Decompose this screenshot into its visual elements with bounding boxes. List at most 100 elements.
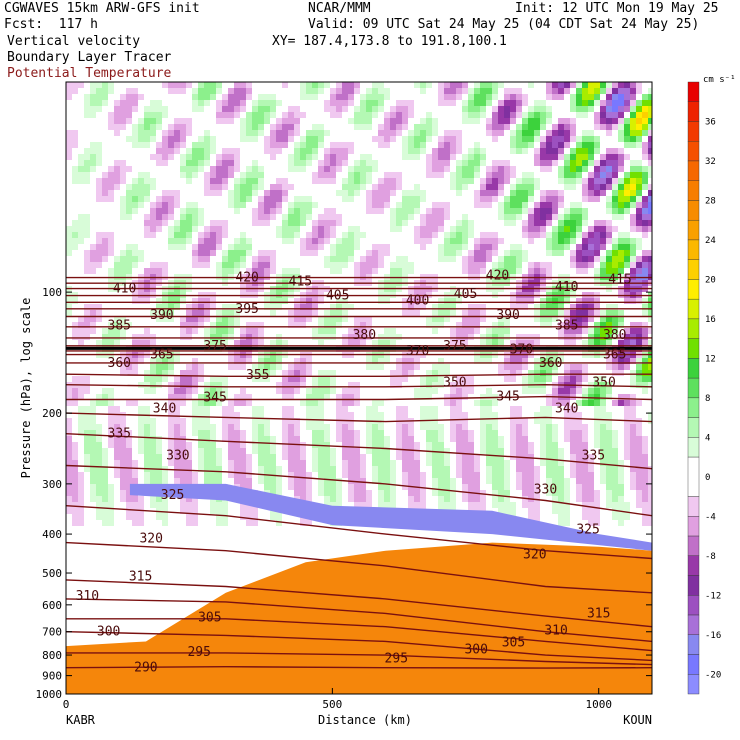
vertical-velocity-cell (108, 334, 114, 340)
vertical-velocity-cell (468, 484, 474, 490)
vertical-velocity-cell (294, 436, 300, 442)
vertical-velocity-cell (498, 160, 504, 166)
vertical-velocity-cell (468, 88, 474, 94)
vertical-velocity-cell (72, 244, 78, 250)
vertical-velocity-cell (288, 364, 294, 370)
vertical-velocity-cell (348, 178, 354, 184)
vertical-velocity-cell (162, 268, 168, 274)
vertical-velocity-cell (150, 430, 156, 436)
vertical-velocity-cell (372, 256, 378, 262)
vertical-velocity-cell (474, 100, 480, 106)
vertical-velocity-cell (444, 460, 450, 466)
vertical-velocity-cell (264, 136, 270, 142)
vertical-velocity-cell (534, 484, 540, 490)
vertical-velocity-cell (642, 256, 648, 262)
isentrope-label-370: 370 (406, 344, 429, 359)
vertical-velocity-cell (534, 160, 540, 166)
vertical-velocity-cell (606, 238, 612, 244)
vertical-velocity-cell (606, 226, 612, 232)
vertical-velocity-cell (618, 394, 624, 400)
vertical-velocity-cell (594, 112, 600, 118)
vertical-velocity-cell (558, 94, 564, 100)
isentrope-label-405: 405 (326, 289, 349, 304)
vertical-velocity-cell (636, 202, 642, 208)
vertical-velocity-cell (378, 244, 384, 250)
vertical-velocity-cell (384, 328, 390, 334)
vertical-velocity-cell (600, 388, 606, 394)
vertical-velocity-cell (348, 244, 354, 250)
vertical-velocity-cell (330, 322, 336, 328)
vertical-velocity-cell (462, 118, 468, 124)
vertical-velocity-cell (534, 208, 540, 214)
vertical-velocity-cell (612, 436, 618, 442)
vertical-velocity-cell (288, 238, 294, 244)
vertical-velocity-cell (186, 454, 192, 460)
vertical-velocity-cell (462, 436, 468, 442)
vertical-velocity-cell (192, 358, 198, 364)
vertical-velocity-cell (234, 262, 240, 268)
vertical-velocity-cell (66, 238, 72, 244)
vertical-velocity-cell (558, 400, 564, 406)
vertical-velocity-cell (156, 262, 162, 268)
vertical-velocity-cell (588, 256, 594, 262)
vertical-velocity-cell (384, 142, 390, 148)
vertical-velocity-cell (396, 334, 402, 340)
vertical-velocity-cell (342, 142, 348, 148)
vertical-velocity-cell (582, 478, 588, 484)
vertical-velocity-cell (132, 502, 138, 508)
vertical-velocity-cell (336, 220, 342, 226)
vertical-velocity-cell (222, 436, 228, 442)
vertical-velocity-cell (432, 316, 438, 322)
vertical-velocity-cell (390, 172, 396, 178)
vertical-velocity-cell (114, 466, 120, 472)
vertical-velocity-cell (402, 118, 408, 124)
vertical-velocity-cell (534, 100, 540, 106)
vertical-velocity-cell (216, 400, 222, 406)
vertical-velocity-cell (600, 82, 606, 88)
vertical-velocity-cell (222, 316, 228, 322)
vertical-velocity-cell (522, 340, 528, 346)
vertical-velocity-cell (570, 250, 576, 256)
vertical-velocity-cell (630, 250, 636, 256)
vertical-velocity-cell (432, 382, 438, 388)
vertical-velocity-cell (552, 496, 558, 502)
vertical-velocity-cell (198, 316, 204, 322)
vertical-velocity-cell (204, 178, 210, 184)
vertical-velocity-cell (342, 340, 348, 346)
vertical-velocity-cell (600, 340, 606, 346)
vertical-velocity-cell (612, 268, 618, 274)
vertical-velocity-cell (306, 154, 312, 160)
vertical-velocity-cell (450, 298, 456, 304)
vertical-velocity-cell (552, 454, 558, 460)
vertical-velocity-cell (564, 340, 570, 346)
vertical-velocity-cell (402, 154, 408, 160)
vertical-velocity-cell (300, 310, 306, 316)
vertical-velocity-cell (258, 460, 264, 466)
vertical-velocity-cell (360, 112, 366, 118)
vertical-velocity-cell (252, 112, 258, 118)
y-tick-label: 300 (42, 478, 62, 491)
vertical-velocity-cell (90, 262, 96, 268)
vertical-velocity-cell (300, 142, 306, 148)
vertical-velocity-cell (258, 466, 264, 472)
vertical-velocity-cell (120, 94, 126, 100)
vertical-velocity-cell (516, 412, 522, 418)
vertical-velocity-cell (144, 268, 150, 274)
vertical-velocity-cell (462, 388, 468, 394)
vertical-velocity-cell (234, 460, 240, 466)
vertical-velocity-cell (354, 400, 360, 406)
vertical-velocity-cell (174, 136, 180, 142)
colorbar-label: -16 (705, 631, 721, 641)
vertical-velocity-cell (582, 466, 588, 472)
vertical-velocity-cell (294, 220, 300, 226)
vertical-velocity-cell (192, 262, 198, 268)
vertical-velocity-cell (228, 196, 234, 202)
vertical-velocity-cell (402, 268, 408, 274)
vertical-velocity-cell (468, 268, 474, 274)
vertical-velocity-cell (522, 388, 528, 394)
vertical-velocity-cell (648, 250, 652, 256)
vertical-velocity-cell (120, 268, 126, 274)
vertical-velocity-cell (132, 400, 138, 406)
vertical-velocity-cell (144, 370, 150, 376)
vertical-velocity-cell (618, 124, 624, 130)
